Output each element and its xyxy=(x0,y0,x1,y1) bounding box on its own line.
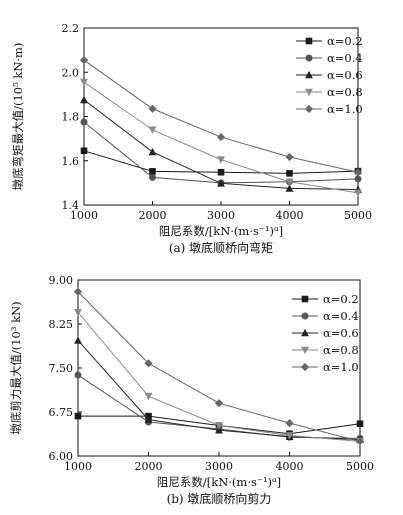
chart-1-legend-label: α=0.8 xyxy=(327,85,363,99)
chart-2-series-3-point xyxy=(215,426,223,434)
chart-2-series-1-point xyxy=(356,420,364,428)
chart-1-series-4-point xyxy=(80,78,88,87)
chart-2-x-tick-label: 2000 xyxy=(135,460,163,473)
chart-1-y-tick-label: 1.6 xyxy=(62,155,80,168)
chart-1-series-2-point xyxy=(80,118,88,126)
chart-1-series-1-point xyxy=(149,168,156,175)
chart-bending-moment: 1.4 1.6 1.8 2.0 2.2 1000 2000 3000 4000 5000 阻尼系数/… xyxy=(11,22,372,255)
chart-2-legend-marker xyxy=(301,328,309,337)
chart-2-legend-marker xyxy=(301,346,309,355)
chart-2-series-5-point xyxy=(214,399,224,408)
chart-2-series-4-point xyxy=(144,392,153,401)
chart-2-x-tick-label: 5000 xyxy=(346,460,374,473)
chart-1-series-3-point xyxy=(285,184,294,192)
chart-1-x-axis-label: 阻尼系数/[kN·(m·s⁻¹)ᵅ] xyxy=(159,224,283,238)
chart-1-series-2-point xyxy=(354,175,362,183)
chart-2-series-3-point xyxy=(144,415,153,423)
chart-1-legend-marker xyxy=(305,88,313,97)
chart-1-series-5-point xyxy=(79,55,89,65)
chart-1-y-tick-label: 2.0 xyxy=(62,66,80,79)
chart-1-legend: α=0.2 α=0.4 α=0.6 α=0.8 α=1.0 xyxy=(296,34,363,116)
chart-2-y-tick-label: 6.00 xyxy=(49,450,74,463)
chart-1-legend-marker xyxy=(304,104,314,114)
chart-1-series-4 xyxy=(80,78,362,197)
chart-2-y-axis-label: 墩底剪力最大值/(10³ kN) xyxy=(9,301,23,434)
chart-2-series-5-point xyxy=(285,419,294,428)
chart-2-x-axis-label: 阻尼系数/[kN·(m·s⁻¹)ᵅ] xyxy=(157,475,281,489)
chart-2-series-4-point xyxy=(285,432,294,440)
chart-2-series-4 xyxy=(74,308,364,446)
chart-1-y-tick-label: 1.8 xyxy=(62,111,80,124)
chart-1-series-3 xyxy=(80,95,362,193)
chart-1-series-5-point xyxy=(216,132,226,142)
chart-2-series-5 xyxy=(73,287,365,446)
chart-1-series-3-point xyxy=(217,179,225,187)
chart-2-x-tick-label: 3000 xyxy=(205,460,233,473)
chart-1-series-4-point xyxy=(148,126,157,134)
chart-1-series-4-point xyxy=(354,189,362,197)
chart-1-legend-marker xyxy=(305,54,313,62)
chart-1-series-5-point xyxy=(285,152,294,162)
chart-1-legend-label: α=0.2 xyxy=(327,34,363,48)
chart-1-series-3-line xyxy=(83,99,359,191)
chart-1-caption: (a) 墩底顺桥向弯矩 xyxy=(169,240,273,255)
chart-1-series-2-point xyxy=(149,173,156,181)
chart-2-legend-label: α=0.8 xyxy=(323,343,359,357)
chart-1-legend-label: α=1.0 xyxy=(327,102,363,116)
chart-2-y-tick-label: 8.25 xyxy=(49,318,74,331)
chart-2-y-tick-label: 7.50 xyxy=(49,362,74,375)
chart-1-series-5 xyxy=(79,55,363,177)
chart-1-x-tick-label: 2000 xyxy=(139,209,167,222)
chart-1-x-tick-label: 5000 xyxy=(344,209,372,222)
chart-2-y-tick-label: 6.75 xyxy=(49,406,74,419)
chart-2-legend-marker xyxy=(300,362,310,372)
chart-1-series-3-point xyxy=(148,147,157,156)
chart-2-legend-marker xyxy=(301,295,309,303)
chart-2-series-1-point xyxy=(74,412,82,420)
chart-1-series-1-point xyxy=(286,170,293,177)
chart-1-series-5-point xyxy=(353,168,363,177)
chart-1-series-3-point xyxy=(80,95,88,104)
chart-2-series-4-point xyxy=(215,422,223,430)
chart-1-series-1-point xyxy=(217,168,225,176)
chart-2-x-tick-label: 1000 xyxy=(64,460,92,473)
chart-1-x-tick-label: 3000 xyxy=(207,209,235,222)
chart-1-x-tick-label: 4000 xyxy=(276,209,304,222)
chart-1-series-4-point xyxy=(285,178,294,186)
chart-1-series-4-point xyxy=(217,156,225,164)
chart-1-y-tick-label: 2.2 xyxy=(62,22,80,35)
chart-1-legend-marker xyxy=(305,70,313,79)
chart-2-legend-label: α=0.2 xyxy=(323,292,359,306)
chart-2-caption: (b) 墩底顺桥向剪力 xyxy=(167,491,272,506)
chart-2-series-4-point xyxy=(74,308,82,317)
chart-1-legend-label: α=0.6 xyxy=(327,68,363,82)
chart-1-legend-marker xyxy=(305,37,313,45)
chart-shear-force: 6.00 6.75 7.50 8.25 9.00 1000 2000 3000 4000 5000… xyxy=(9,274,374,506)
chart-2-legend-label: α=1.0 xyxy=(323,360,359,374)
chart-2-x-tick-label: 4000 xyxy=(276,460,304,473)
chart-1-y-tick-label: 1.4 xyxy=(62,199,80,212)
chart-2-y-tick-label: 9.00 xyxy=(49,274,74,287)
chart-1-plot-frame xyxy=(83,27,359,206)
chart-2-legend-marker xyxy=(301,312,309,320)
chart-1-series-5-point xyxy=(148,104,157,113)
chart-1-legend-label: α=0.4 xyxy=(327,51,363,65)
chart-2-legend-label: α=0.4 xyxy=(323,309,359,323)
chart-1-y-axis-label: 墩底弯矩最大值/(10⁵ kN·m) xyxy=(11,43,25,191)
chart-2-legend: α=0.2 α=0.4 α=0.6 α=0.8 α=1.0 xyxy=(292,292,359,374)
chart-1-x-tick-label: 1000 xyxy=(70,209,98,222)
chart-2-legend-label: α=0.6 xyxy=(323,326,359,340)
chart-2-series-5-point xyxy=(73,287,83,296)
chart-2-series-2-point xyxy=(74,371,82,379)
chart-2-series-4-line xyxy=(77,311,361,442)
chart-1-series-1-point xyxy=(80,147,88,155)
chart-2-series-3-point xyxy=(74,336,82,344)
